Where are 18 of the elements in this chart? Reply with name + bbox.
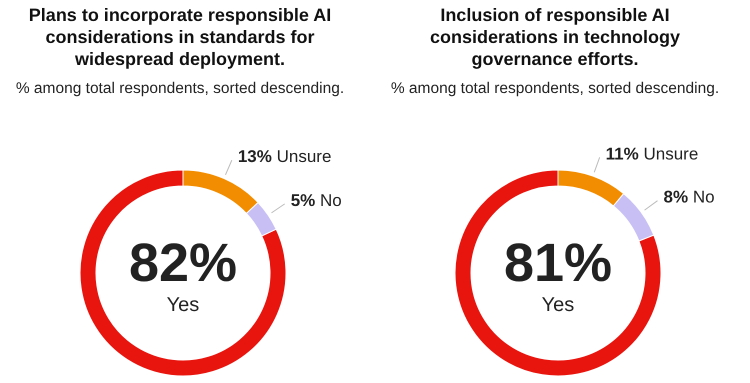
- chart-title: Inclusion of responsible AI considerations in technology governance efforts.: [428, 4, 682, 70]
- slice-label: Unsure: [638, 144, 698, 164]
- data-label: 13%: [238, 147, 272, 166]
- slice-label: No: [315, 190, 342, 210]
- data-label: 11%: [606, 144, 639, 164]
- chart-title: Plans to incorporate responsible AI considerations in standards for widespread deployment.: [28, 4, 332, 70]
- data-label: 82%: [128, 233, 238, 293]
- chart-subtitle: % among total respondents, sorted descending.: [14, 80, 346, 98]
- slice-label: Unsure: [272, 147, 332, 166]
- chart-subtitle: % among total respondents, sorted descending.: [390, 80, 720, 98]
- data-label: 81%: [504, 233, 612, 293]
- donut-slice: [454, 170, 662, 376]
- slice-label: Yes: [166, 294, 200, 316]
- donut-slice: [80, 170, 286, 376]
- slice-label: No: [688, 188, 715, 207]
- slice-label: Yes: [542, 294, 574, 316]
- data-label: 5%: [290, 190, 316, 210]
- data-label: 8%: [664, 188, 688, 207]
